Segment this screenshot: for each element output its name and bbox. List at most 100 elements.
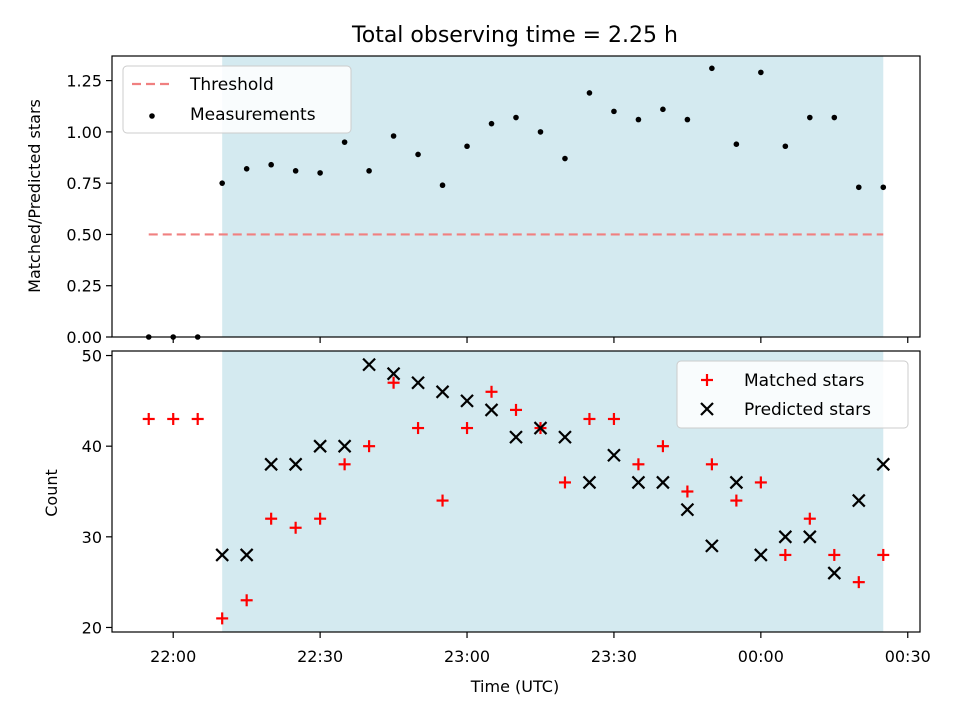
matched-star-point bbox=[852, 576, 865, 589]
matched-star-point bbox=[265, 512, 278, 525]
predicted-star-point bbox=[337, 439, 352, 453]
measurement-point bbox=[758, 69, 764, 76]
matched-star-point bbox=[363, 440, 376, 453]
predicted-star-point bbox=[288, 457, 303, 472]
matched-star-point bbox=[632, 458, 645, 471]
top-y-tick-label: 0.50 bbox=[66, 225, 102, 244]
matched-star-point bbox=[705, 458, 718, 471]
measurement-point bbox=[219, 180, 225, 186]
predicted-star-point bbox=[558, 430, 572, 444]
measurement-point bbox=[807, 114, 813, 121]
predicted-star-point bbox=[582, 475, 597, 490]
bottom-y-tick-label: 50 bbox=[82, 347, 102, 366]
measurement-point bbox=[390, 133, 397, 139]
measurement-point bbox=[611, 108, 617, 115]
matched-star-point bbox=[754, 476, 767, 489]
matched-star-point bbox=[779, 548, 792, 561]
x-tick-label: 00:30 bbox=[885, 647, 931, 666]
predicted-star-point bbox=[533, 421, 548, 435]
x-axis-label: Time (UTC) bbox=[470, 677, 559, 696]
measurement-point bbox=[243, 166, 250, 172]
bottom-y-tick-label: 30 bbox=[82, 528, 102, 547]
top-panel: 0.00 0.25 0.50 0.75 1.00 1.25 Threshold Measure… bbox=[66, 55, 921, 347]
measurement-point bbox=[415, 151, 421, 158]
matched-star-point bbox=[338, 458, 351, 471]
top-legend-frame bbox=[122, 65, 352, 134]
matched-star-point bbox=[730, 494, 743, 507]
predicted-star-point bbox=[411, 375, 425, 390]
matched-star-point bbox=[387, 376, 400, 389]
measurement-point bbox=[317, 170, 323, 176]
bottom-y-tick-label: 20 bbox=[82, 618, 102, 637]
top-y-tick-label: 0.00 bbox=[66, 328, 102, 347]
measurement-point bbox=[709, 65, 715, 72]
matched-star-point bbox=[461, 422, 474, 435]
measurement-point bbox=[660, 106, 666, 113]
bottom-y-tick-label: 40 bbox=[82, 437, 102, 456]
predicted-star-point bbox=[656, 475, 670, 490]
legend-matched-label: Matched stars bbox=[744, 371, 864, 391]
predicted-star-point bbox=[460, 394, 474, 408]
measurement-point bbox=[268, 161, 274, 168]
measurement-point bbox=[292, 168, 299, 174]
predicted-star-point bbox=[362, 357, 376, 372]
x-tick-label: 22:00 bbox=[150, 647, 196, 666]
predicted-star-point bbox=[264, 457, 278, 472]
matched-star-point bbox=[510, 403, 522, 416]
bottom-y-axis-label: Count bbox=[42, 469, 61, 517]
measurement-point bbox=[439, 182, 446, 189]
predicted-star-point bbox=[313, 439, 327, 453]
measurement-point bbox=[562, 155, 568, 162]
measurement-point bbox=[635, 116, 642, 123]
predicted-star-point bbox=[631, 475, 646, 490]
x-tick-label: 00:00 bbox=[738, 647, 784, 666]
legend-threshold-label: Threshold bbox=[189, 75, 274, 95]
measurement-point bbox=[855, 184, 862, 191]
matched-star-point bbox=[558, 476, 571, 489]
measurement-point bbox=[488, 120, 495, 127]
x-tick-label: 22:30 bbox=[297, 647, 343, 666]
chart-title: Total observing time = 2.25 h bbox=[351, 23, 678, 48]
top-y-tick-label: 0.75 bbox=[66, 174, 102, 193]
measurement-point bbox=[341, 139, 348, 145]
measurement-point bbox=[831, 114, 838, 121]
matched-star-point bbox=[656, 440, 669, 453]
matched-star-point bbox=[142, 412, 155, 425]
measurement-point bbox=[684, 116, 691, 123]
matched-star-point bbox=[607, 412, 620, 425]
legend-measurements-label: Measurements bbox=[190, 105, 316, 125]
matched-star-point bbox=[216, 612, 229, 625]
bottom-legend-frame bbox=[676, 360, 909, 429]
matched-star-point bbox=[436, 494, 449, 507]
predicted-star-point bbox=[239, 548, 254, 562]
bottom-series-0 bbox=[142, 376, 890, 625]
bottom-panel: 20 30 40 50 22:00 22:30 23:00 23:30 00:00 00:30 Ma… bbox=[82, 347, 931, 666]
legend-matched-swatch bbox=[701, 374, 713, 386]
measurement-point bbox=[782, 143, 789, 150]
predicted-star-point bbox=[827, 566, 842, 580]
predicted-star-point bbox=[607, 448, 621, 463]
top-axes-frame bbox=[111, 55, 921, 338]
measurement-point bbox=[464, 143, 470, 150]
matched-star-point bbox=[485, 385, 498, 398]
matched-star-point bbox=[289, 521, 302, 534]
top-y-tick-label: 0.25 bbox=[66, 277, 102, 296]
predicted-star-point bbox=[435, 385, 450, 399]
matched-star-point bbox=[877, 548, 890, 561]
predicted-star-point bbox=[484, 403, 499, 417]
matched-star-point bbox=[681, 485, 694, 498]
predicted-star-point bbox=[705, 539, 719, 553]
predicted-star-point bbox=[509, 430, 523, 444]
matched-star-point bbox=[583, 412, 596, 425]
x-tick-label: 23:00 bbox=[444, 647, 490, 666]
predicted-star-point bbox=[754, 548, 768, 562]
top-y-tick-label: 1.25 bbox=[66, 72, 102, 91]
matched-star-point bbox=[191, 412, 204, 425]
legend-measurements-swatch bbox=[149, 113, 155, 119]
matched-star-point bbox=[803, 512, 816, 525]
measurement-point bbox=[586, 90, 593, 96]
measurement-point bbox=[880, 184, 887, 191]
predicted-star-point bbox=[680, 502, 695, 517]
measurement-point bbox=[366, 168, 372, 174]
